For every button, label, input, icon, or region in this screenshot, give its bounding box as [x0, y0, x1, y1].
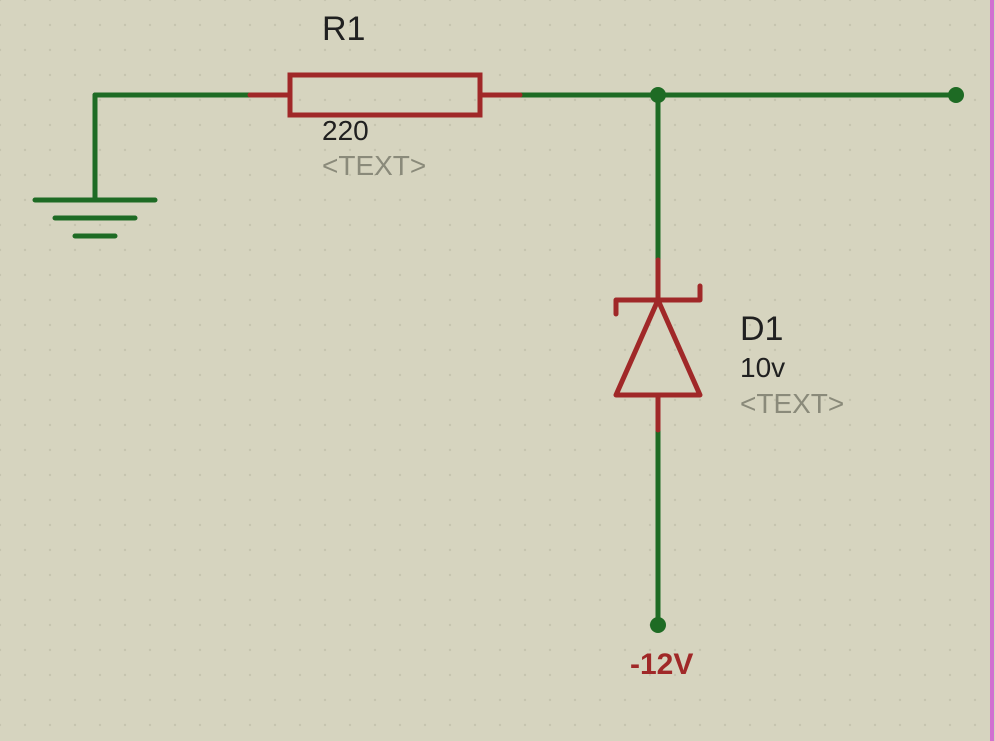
zener-ref: D1 — [740, 310, 783, 349]
zener-text: <TEXT> — [740, 388, 844, 420]
zener-value: 10v — [740, 352, 785, 384]
net-bottom-label: -12V — [630, 648, 693, 682]
resistor-ref: R1 — [322, 10, 365, 49]
schematic-svg — [0, 0, 995, 741]
resistor-value: 220 — [322, 115, 369, 147]
resistor-text: <TEXT> — [322, 150, 426, 182]
schematic-canvas: R1 220 <TEXT> D1 10v <TEXT> -12V — [0, 0, 995, 741]
